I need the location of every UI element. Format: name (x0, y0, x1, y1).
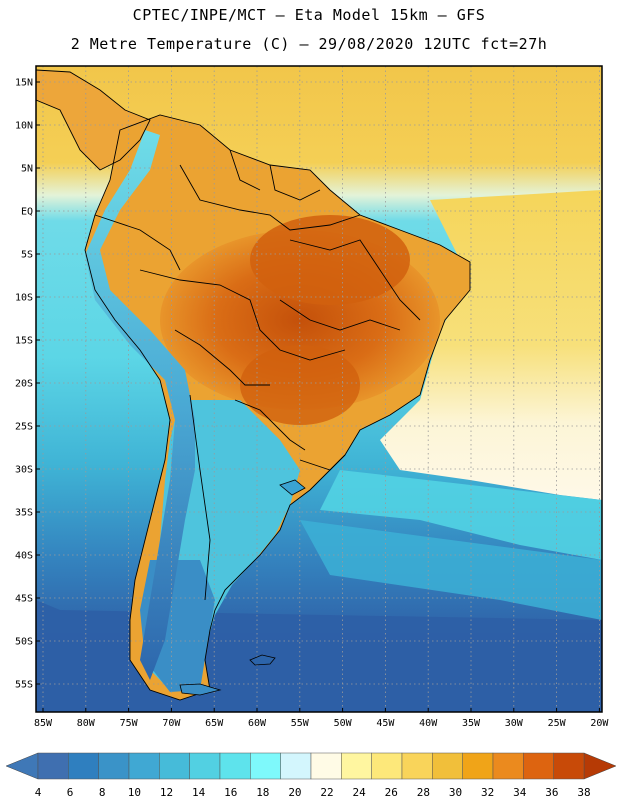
lat-label: 5S (21, 250, 33, 261)
colorbar-swatch (310, 752, 342, 780)
colorbar-label: 30 (449, 786, 462, 799)
lat-label: EQ (21, 207, 33, 218)
title-line-1: CPTEC/INPE/MCT – Eta Model 15km – GFS (132, 6, 486, 24)
lat-label: 25S (15, 422, 33, 433)
colorbar-label: 26 (385, 786, 398, 799)
colorbar-label: 18 (256, 786, 269, 799)
atlantic-mid-band (300, 520, 602, 620)
colorbar-label: 6 (67, 786, 74, 799)
colorbar-swatch (128, 752, 160, 780)
colorbar-label: 4 (35, 786, 42, 799)
colorbar-label: 16 (224, 786, 237, 799)
colorbar-swatch (219, 752, 251, 780)
lon-label: 80W (77, 718, 96, 729)
atlantic-cool-band (320, 470, 602, 560)
latitude-labels: 15N 10N 5N EQ 5S 10S 15S 20S 25S 30S 35S 40S 45S 50S 5… (15, 78, 40, 691)
colorbar-swatch (371, 752, 403, 780)
colorbar-swatch (462, 752, 494, 780)
colorbar-swatch (432, 752, 463, 780)
colorbar-label: 8 (99, 786, 106, 799)
colorbar-swatch (341, 752, 372, 780)
colorbar-label: 20 (288, 786, 301, 799)
lon-label: 30W (505, 718, 524, 729)
colorbar-label: 28 (417, 786, 430, 799)
colorbar: 4 6 8 10 12 14 16 18 20 22 24 26 28 30 32 34 36 38 (5, 752, 617, 799)
colorbar-label: 12 (160, 786, 173, 799)
colorbar-swatch (492, 752, 524, 780)
lat-label: 10S (15, 293, 33, 304)
colorbar-label: 14 (192, 786, 206, 799)
lon-label: 40W (419, 718, 438, 729)
lagoa-dos-patos (279, 479, 306, 496)
country-borders (36, 69, 471, 701)
lon-label: 75W (120, 718, 139, 729)
colorbar-swatch (553, 752, 585, 780)
hot-southern-core (240, 345, 360, 425)
tierra-del-fuego (179, 683, 222, 696)
colorbar-swatch (250, 752, 281, 780)
colorbar-swatch (523, 752, 554, 780)
colorbar-swatch (401, 752, 433, 780)
lon-label: 20W (590, 718, 609, 729)
lon-label: 60W (248, 718, 267, 729)
lat-label: 15S (15, 336, 33, 347)
longitude-labels: 85W 80W 75W 70W 65W 60W 55W 50W 45W 40W 35W 30W 25W 2… (34, 708, 609, 729)
lat-label: 40S (15, 551, 33, 562)
andes-cold-stripe (85, 130, 195, 680)
lat-label: 50S (15, 637, 33, 648)
lat-label: 55S (15, 680, 33, 691)
colorbar-swatch (98, 752, 130, 780)
colorbar-label: 36 (545, 786, 558, 799)
lon-label: 45W (376, 718, 395, 729)
lon-label: 70W (162, 718, 181, 729)
atlantic-warm-region (380, 190, 602, 500)
title-line-2: 2 Metre Temperature (C) – 29/08/2020 12U… (70, 35, 548, 53)
colorbar-swatch (189, 752, 221, 780)
colorbar-label: 24 (353, 786, 367, 799)
colorbar-label: 32 (481, 786, 494, 799)
lon-label: 55W (291, 718, 310, 729)
hot-amazon-core (250, 215, 410, 305)
colorbar-right-arrow (583, 752, 617, 780)
lat-label: 15N (15, 78, 33, 89)
lat-label: 10N (15, 121, 33, 132)
colorbar-label: 38 (577, 786, 590, 799)
colorbar-swatch (37, 752, 69, 780)
colorbar-swatch (159, 752, 190, 780)
lon-label: 65W (205, 718, 224, 729)
colorbar-label: 10 (128, 786, 141, 799)
falkland-islands (249, 654, 276, 666)
map-frame (35, 65, 603, 713)
lat-label: 30S (15, 465, 33, 476)
colorbar-swatch (280, 752, 312, 780)
lat-label: 45S (15, 594, 33, 605)
lat-label: 20S (15, 379, 33, 390)
lon-label: 35W (462, 718, 481, 729)
lat-label: 35S (15, 508, 33, 519)
lon-label: 85W (34, 718, 53, 729)
colorbar-swatch (68, 752, 99, 780)
lat-label: 5N (21, 164, 33, 175)
lon-label: 50W (334, 718, 353, 729)
colorbar-left-arrow (5, 752, 39, 780)
colorbar-label: 22 (320, 786, 333, 799)
colorbar-label: 34 (513, 786, 527, 799)
lon-label: 25W (548, 718, 567, 729)
